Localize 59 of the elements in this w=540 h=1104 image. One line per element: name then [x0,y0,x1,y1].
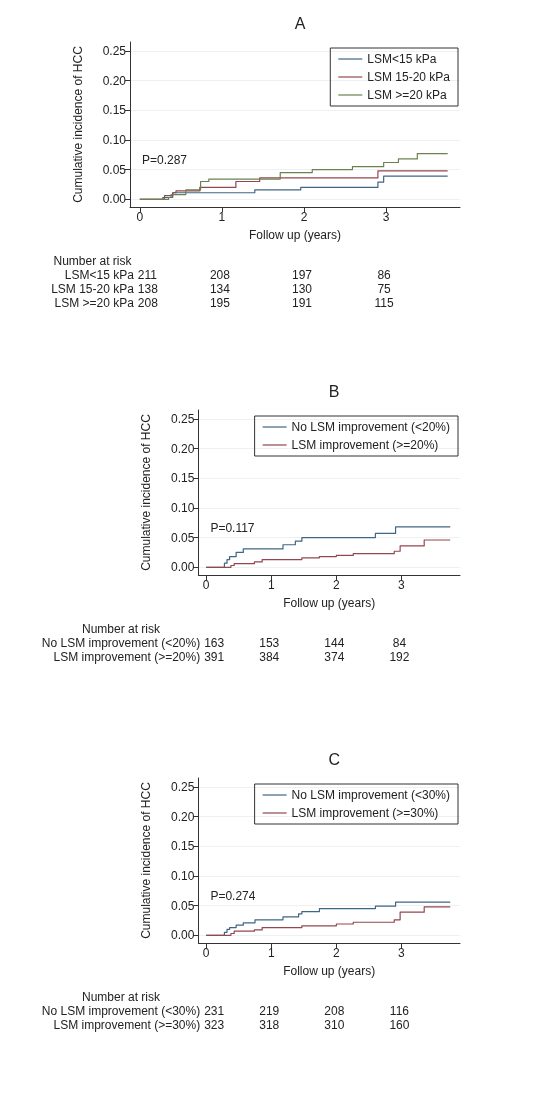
x-axis-title: Follow up (years) [248,228,342,242]
y-tick-label: 0.15 [102,103,127,118]
legend-label: No LSM improvement (<30%) [291,788,450,802]
text: No LSM improvement (<30%) 231 219 208 116 [41,1004,409,1018]
y-tick-label: 0.20 [171,809,195,824]
legend-label: LSM improvement (>=30%) [291,806,439,820]
y-axis-title: Cumulative incidence of HCC [71,45,85,203]
x-tick-label: 3 [398,946,406,960]
y-axis-title: Cumulative incidence of HCC [139,413,154,571]
x-tick-label: 2 [333,578,341,592]
chart-title: A [294,14,306,32]
y-tick-label: 0.20 [171,441,195,456]
y-tick-label: 0.10 [171,500,195,515]
legend-label: No LSM improvement (<20%) [291,420,450,434]
text: LSM improvement (>=30%) 323 318 310 160 [53,1018,410,1032]
text: Number at risk [81,990,162,1004]
y-tick-label: 0.05 [171,530,195,545]
x-tick-label: 3 [398,578,406,592]
y-tick-label: 0.10 [102,132,127,147]
text: Number at risk [81,622,162,636]
x-axis-title: Follow up (years) [283,596,376,610]
legend-label: LSM 15-20 kPa [367,70,451,84]
x-tick-label: 2 [300,210,308,224]
y-tick-label: 0.15 [171,471,195,486]
y-tick-label: 0.10 [171,868,195,883]
chart-title: C [328,750,340,768]
y-tick-label: 0.00 [102,192,127,207]
y-tick-label: 0.00 [171,928,195,943]
y-tick-label: 0.20 [102,73,127,88]
x-tick-label: 0 [202,578,210,592]
x-tick-label: 1 [267,578,275,592]
chart-title: B [328,382,340,400]
text: LSM improvement (>=20%) 391 384 374 192 [53,650,410,664]
y-tick-label: 0.05 [171,898,195,913]
text: Number at risk [53,254,133,268]
annotation: P=0.117 [210,521,255,536]
legend-label: LSM >=20 kPa [367,88,447,102]
y-axis-title: Cumulative incidence of HCC [139,781,154,939]
x-tick-label: 0 [136,210,144,224]
legend-label: LSM<15 kPa [367,52,437,66]
y-tick-label: 0.25 [171,411,195,426]
legend-label: LSM improvement (>=20%) [291,438,439,452]
text: LSM >=20 kPa 208 195 191 115 [54,296,394,310]
y-tick-label: 0.00 [171,560,195,575]
annotation: P=0.274 [210,889,256,904]
x-tick-label: 1 [218,210,226,224]
y-tick-label: 0.25 [102,43,127,58]
x-axis-title: Follow up (years) [283,964,376,978]
x-tick-label: 0 [202,946,210,960]
text: No LSM improvement (<20%) 163 153 144 84 [41,636,407,650]
text: LSM 15-20 kPa 138 134 130 75 [51,282,391,296]
x-tick-label: 1 [267,946,275,960]
y-tick-label: 0.05 [102,162,127,177]
y-tick-label: 0.25 [171,779,195,794]
text: LSM<15 kPa 211 208 197 86 [64,268,391,282]
y-tick-label: 0.15 [171,839,195,854]
annotation: P=0.287 [142,153,188,168]
x-tick-label: 2 [333,946,341,960]
x-tick-label: 3 [382,210,390,224]
